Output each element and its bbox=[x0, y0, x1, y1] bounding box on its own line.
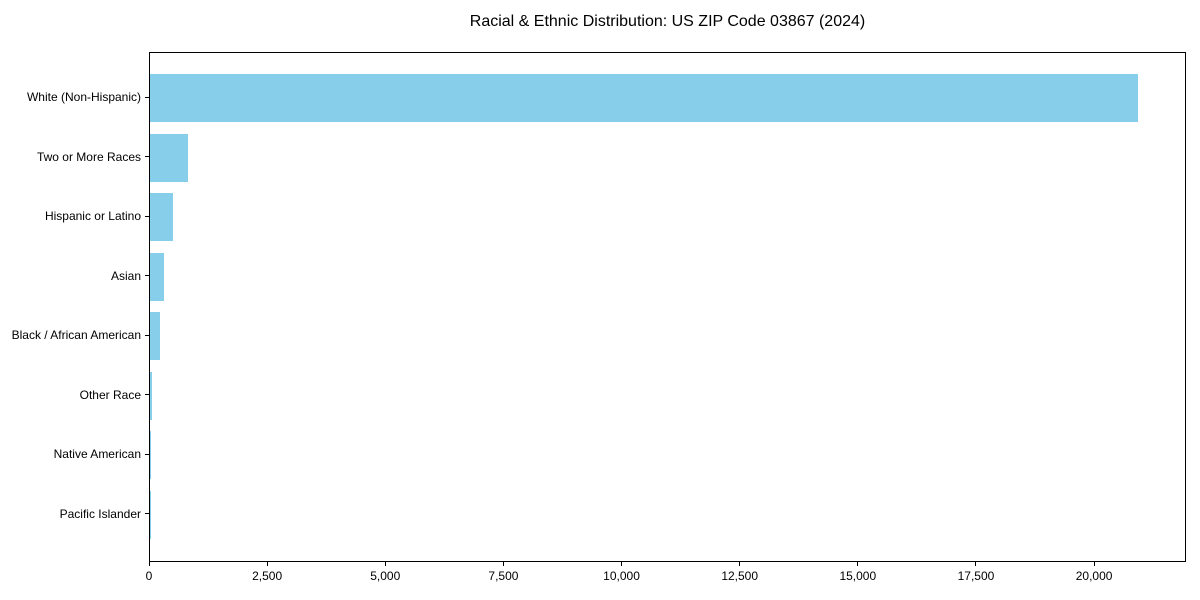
x-tick-label: 7,500 bbox=[488, 569, 519, 583]
x-tick-mark bbox=[621, 562, 623, 566]
bar bbox=[150, 431, 151, 480]
plot-area bbox=[149, 52, 1186, 562]
x-tick-label: 2,500 bbox=[252, 569, 283, 583]
bar bbox=[150, 133, 188, 182]
x-tick-mark bbox=[739, 562, 741, 566]
y-tick-mark bbox=[145, 334, 149, 336]
bar bbox=[150, 371, 152, 420]
y-tick-mark bbox=[145, 453, 149, 455]
bar bbox=[150, 74, 1138, 122]
y-tick-mark bbox=[145, 96, 149, 98]
x-tick-mark bbox=[502, 562, 504, 566]
x-tick-label: 12,500 bbox=[721, 569, 759, 583]
x-tick-mark bbox=[148, 562, 150, 566]
x-tick-label: 17,500 bbox=[957, 569, 995, 583]
x-tick-label: 20,000 bbox=[1075, 569, 1113, 583]
y-tick-mark bbox=[145, 275, 149, 277]
x-tick-mark bbox=[266, 562, 268, 566]
y-tick-label: Other Race bbox=[79, 387, 141, 402]
y-tick-label: Pacific Islander bbox=[59, 506, 141, 521]
y-tick-label: Native American bbox=[53, 447, 141, 462]
y-tick-mark bbox=[145, 156, 149, 158]
x-tick-label: 0 bbox=[145, 569, 153, 583]
y-tick-mark bbox=[145, 215, 149, 217]
x-tick-label: 15,000 bbox=[839, 569, 877, 583]
x-tick-label: 5,000 bbox=[370, 569, 401, 583]
bar bbox=[150, 252, 165, 301]
y-tick-label: Two or More Races bbox=[36, 149, 141, 164]
x-tick-mark bbox=[975, 562, 977, 566]
y-tick-label: Asian bbox=[110, 268, 141, 283]
chart-title: Racial & Ethnic Distribution: US ZIP Cod… bbox=[469, 13, 866, 30]
y-tick-label: Hispanic or Latino bbox=[44, 209, 141, 224]
y-tick-label: Black / African American bbox=[11, 328, 141, 343]
bar bbox=[150, 193, 173, 242]
y-tick-mark bbox=[145, 394, 149, 396]
y-tick-mark bbox=[145, 513, 149, 515]
x-tick-label: 10,000 bbox=[603, 569, 640, 583]
x-tick-mark bbox=[857, 562, 859, 566]
y-tick-label: White (Non-Hispanic) bbox=[26, 90, 141, 104]
bar bbox=[150, 312, 160, 361]
x-tick-mark bbox=[384, 562, 386, 566]
x-tick-mark bbox=[1093, 562, 1095, 566]
